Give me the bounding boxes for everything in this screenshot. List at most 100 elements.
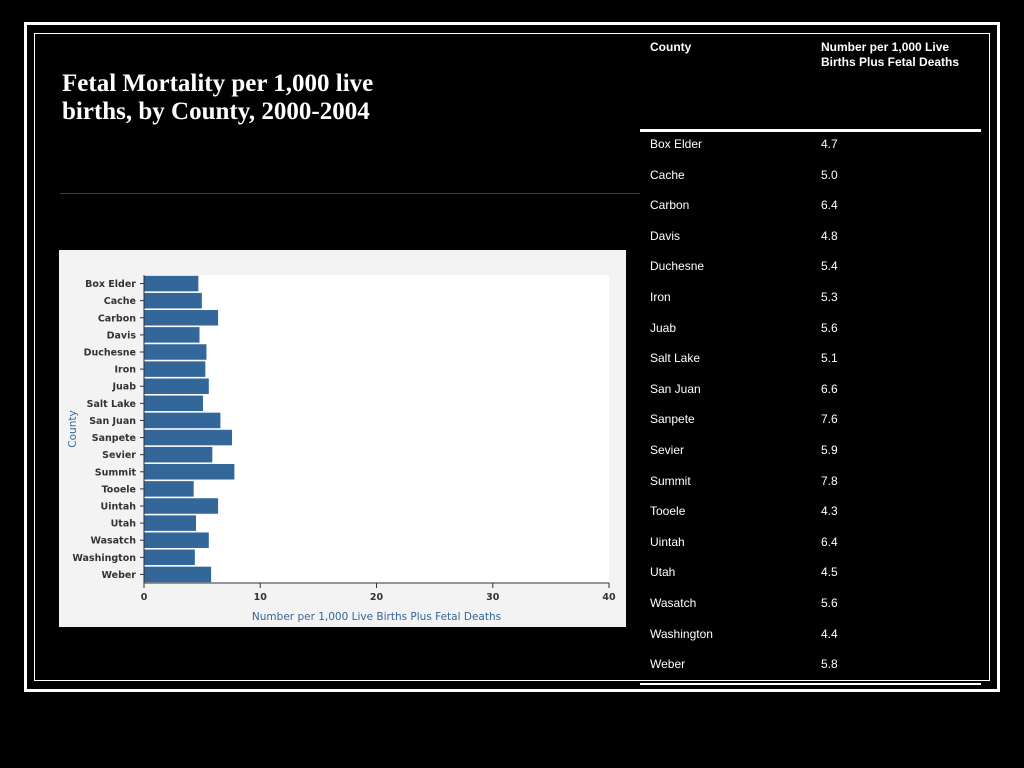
y-tick-label: Box Elder (85, 279, 136, 290)
y-tick-label: Uintah (101, 502, 137, 513)
y-tick-label: Washington (72, 553, 136, 564)
x-tick-label: 10 (254, 592, 268, 603)
rate-cell: 5.8 (821, 657, 838, 672)
bar (143, 548, 196, 566)
y-tick-label: Summit (95, 467, 137, 478)
rate-cell: 5.9 (821, 443, 838, 457)
slide-inner-border (34, 33, 990, 681)
y-tick-label: Salt Lake (87, 399, 136, 410)
bar (143, 514, 197, 532)
rate-cell: 6.6 (821, 381, 838, 396)
y-tick-label: Utah (111, 519, 137, 530)
county-cell: Iron (650, 290, 671, 304)
rate-cell: 5.4 (821, 259, 838, 274)
rate-cell: 4.8 (821, 228, 838, 243)
county-cell: San Juan (650, 381, 701, 396)
bar (143, 292, 203, 310)
table-row: Utah 4.5 (640, 561, 981, 592)
bar-chart-panel: Box Elder Cache Carbon Davis Duchesne Iron Jua… (59, 250, 626, 627)
bar (143, 343, 208, 361)
bar (143, 326, 201, 344)
y-tick-label: Tooele (102, 484, 136, 495)
bar (143, 446, 213, 464)
table-row: Tooele 4.3 (640, 500, 981, 531)
bar (143, 531, 210, 549)
bar (143, 360, 206, 378)
county-cell: Summit (650, 473, 691, 488)
table-row: Sevier 5.9 (640, 439, 981, 470)
bar (143, 309, 219, 327)
bar (143, 275, 199, 292)
table-row: Uintah 6.4 (640, 531, 981, 562)
y-tick-label: Iron (114, 365, 136, 376)
y-tick-label: Carbon (98, 313, 136, 324)
x-tick-label: 30 (486, 592, 500, 603)
x-tick-label: 0 (141, 592, 148, 603)
rate-cell: 5.1 (821, 351, 838, 366)
header-rate: Number per 1,000 Live Births Plus Fetal … (821, 40, 960, 69)
table-row: Iron 5.3 (640, 286, 981, 317)
table-row: San Juan 6.6 (640, 378, 981, 409)
rate-cell: 6.4 (821, 534, 838, 549)
y-tick-label: Davis (107, 330, 137, 341)
table-row: Wasatch 5.6 (640, 592, 981, 623)
county-cell: Sanpete (650, 412, 695, 427)
rate-cell: 5.6 (821, 596, 838, 610)
rate-cell: 7.8 (821, 473, 838, 488)
bar (143, 566, 212, 583)
y-tick-label: Weber (101, 570, 136, 581)
table-row: Duchesne 5.4 (640, 255, 981, 286)
title-divider (60, 193, 640, 194)
rate-cell: 4.3 (821, 504, 838, 519)
slide-title: Fetal Mortality per 1,000 live births, b… (62, 70, 374, 125)
bar (143, 377, 210, 395)
county-cell: Carbon (650, 198, 690, 213)
slide-outer-border (24, 22, 1000, 692)
y-tick-label: San Juan (89, 416, 136, 427)
rate-cell: 6.4 (821, 198, 838, 213)
y-tick-label: Cache (104, 296, 136, 307)
table-row: Cache 5.0 (640, 164, 981, 195)
county-cell: Tooele (650, 504, 686, 519)
county-cell: Salt Lake (650, 351, 701, 366)
rate-cell: 4.7 (821, 137, 838, 151)
y-axis-title: County (67, 410, 79, 447)
table-row: Sanpete 7.6 (640, 408, 981, 439)
rate-cell: 5.3 (821, 290, 838, 304)
table-row: Box Elder 4.7 (640, 133, 981, 164)
y-tick-label: Sevier (102, 450, 136, 461)
rate-cell: 5.0 (821, 167, 838, 182)
y-tick-label: Duchesne (84, 348, 136, 359)
county-cell: Davis (650, 228, 681, 243)
bar (143, 480, 195, 498)
rate-cell: 4.5 (821, 565, 838, 580)
county-cell: Washington (650, 626, 713, 641)
bar-chart: Box Elder Cache Carbon Davis Duchesne Iron Jua… (67, 275, 616, 623)
county-cell: Wasatch (650, 596, 697, 610)
table-row: Davis 4.8 (640, 225, 981, 256)
table-row: Washington 4.4 (640, 623, 981, 654)
county-cell: Duchesne (650, 259, 705, 274)
county-cell: Utah (650, 565, 676, 580)
county-cell: Cache (650, 167, 685, 182)
bar (143, 463, 235, 481)
y-tick-label: Sanpete (92, 433, 136, 444)
table-row: Summit 7.8 (640, 470, 981, 501)
county-cell: Weber (650, 657, 686, 672)
bar (143, 497, 219, 515)
county-cell: Sevier (650, 443, 685, 457)
county-cell: Uintah (650, 534, 685, 549)
header-county: County (650, 40, 692, 54)
county-cell: Juab (650, 320, 677, 335)
rate-cell: 7.6 (821, 412, 838, 427)
x-tick-label: 40 (602, 592, 616, 603)
county-cell: Box Elder (650, 137, 703, 151)
y-tick-label: Wasatch (90, 536, 136, 547)
table-header: County Number per 1,000 Live Births Plus… (640, 33, 981, 132)
bar (143, 394, 204, 412)
table-row: Weber 5.8 (640, 653, 981, 684)
y-tick-label: Juab (111, 382, 136, 393)
table-row: Juab 5.6 (640, 317, 981, 348)
rate-cell: 5.6 (821, 320, 838, 335)
data-table: County Number per 1,000 Live Births Plus… (640, 33, 981, 685)
